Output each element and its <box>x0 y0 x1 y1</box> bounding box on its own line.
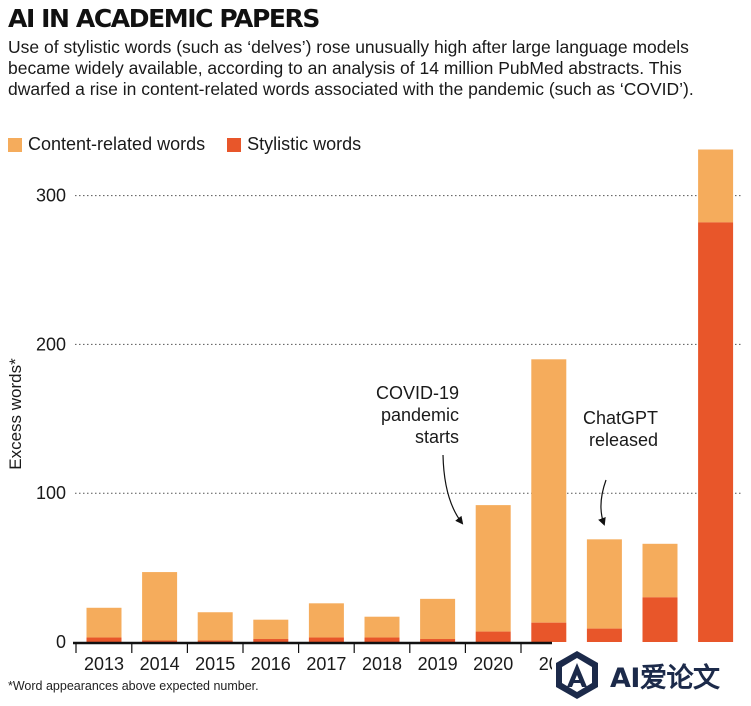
annotation-arrow <box>598 479 607 526</box>
bar-content-2013 <box>86 607 122 638</box>
legend-swatch-stylistic <box>227 137 242 152</box>
bar-content-2017 <box>308 603 344 638</box>
y-axis-ticks: 0 100 200 300 <box>36 186 66 652</box>
bar-stylistic-2024 <box>698 222 734 642</box>
y-tick-label: 100 <box>36 483 66 503</box>
bar-stylistic-2018 <box>364 637 400 642</box>
bar-stylistic-2022 <box>586 628 622 642</box>
watermark-text: AI爱论文 <box>610 662 720 694</box>
x-tick-label: 2014 <box>140 654 180 674</box>
chart-subtitle: Use of stylistic words (such as ‘delves’… <box>8 37 694 99</box>
bar-stylistic-2023 <box>642 597 678 642</box>
legend: Content-related words Stylistic words <box>8 134 383 155</box>
bar-content-2023 <box>642 543 678 598</box>
x-tick-label: 2013 <box>84 654 124 674</box>
annotation-line: COVID-19 <box>376 383 459 403</box>
bar-stylistic-2014 <box>142 640 178 642</box>
legend-item-content: Content-related words <box>8 134 205 155</box>
gridlines <box>75 195 743 494</box>
bar-content-2019 <box>420 598 456 640</box>
y-tick-label: 0 <box>56 632 66 652</box>
bar-content-2014 <box>142 572 178 641</box>
annotation-line: released <box>589 430 658 450</box>
bar-stylistic-2017 <box>308 637 344 642</box>
legend-swatch-content <box>8 137 22 152</box>
annotation-line: starts <box>415 427 459 447</box>
bar-content-2016 <box>253 619 289 640</box>
x-tick-label: 2018 <box>362 654 402 674</box>
watermark: AI爱论文 <box>552 648 744 702</box>
y-tick-label: 200 <box>36 334 66 354</box>
y-tick-label: 300 <box>36 186 66 206</box>
hexagon-a-logo-icon <box>556 651 598 699</box>
x-tick-label: 2015 <box>195 654 235 674</box>
x-axis: 2013 2014 2015 2016 2017 2018 2019 2020 20 <box>73 641 559 674</box>
annotation-arrow <box>442 454 464 525</box>
bar-content-2021 <box>531 359 567 623</box>
annotation-line: pandemic <box>381 405 459 425</box>
bar-stylistic-2021 <box>531 622 567 642</box>
x-tick-label: 2020 <box>473 654 513 674</box>
bar-content-2015 <box>197 612 233 641</box>
bar-content-2024 <box>698 149 734 223</box>
bar-content-2020 <box>475 505 511 632</box>
x-tick-label: 2017 <box>306 654 346 674</box>
bar-stylistic-2015 <box>197 640 233 642</box>
bar-content-2018 <box>364 616 400 638</box>
x-tick-label: 2016 <box>251 654 291 674</box>
chart-title: AI IN ACADEMIC PAPERS <box>8 4 320 33</box>
bar-content-2022 <box>586 539 622 629</box>
legend-label-content: Content-related words <box>28 134 206 154</box>
legend-label-stylistic: Stylistic words <box>247 134 362 154</box>
bars <box>86 149 734 642</box>
legend-item-stylistic: Stylistic words <box>227 134 361 155</box>
bar-stylistic-2020 <box>475 631 511 642</box>
x-tick-label: 2019 <box>418 654 458 674</box>
bar-stylistic-2019 <box>420 639 456 642</box>
annotation-line: ChatGPT <box>583 408 658 428</box>
bar-stylistic-2016 <box>253 639 289 642</box>
footnote: *Word appearances above expected number. <box>8 679 259 693</box>
bar-stylistic-2013 <box>86 637 122 642</box>
y-axis-label: Excess words* <box>6 358 25 470</box>
